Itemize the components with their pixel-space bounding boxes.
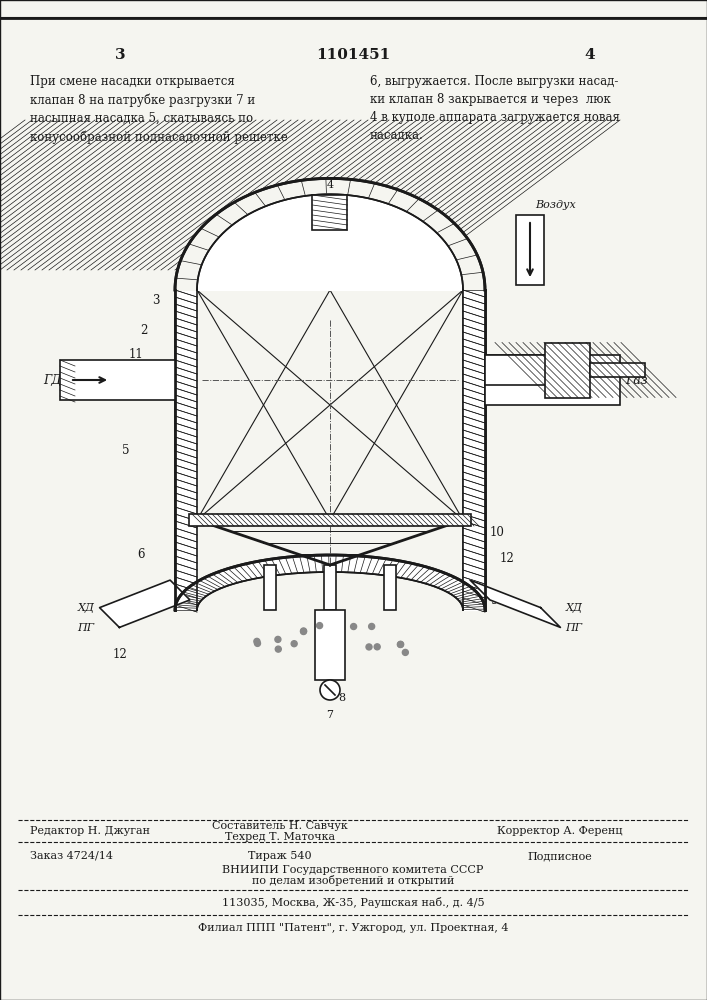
Bar (384, 565, 396, 610)
Text: 4: 4 (585, 48, 595, 62)
Text: Редактор Н. Джуган: Редактор Н. Джуган (30, 826, 150, 836)
Text: 5: 5 (122, 444, 130, 456)
Text: 3: 3 (153, 294, 160, 306)
Text: Корректор А. Ференц: Корректор А. Ференц (497, 826, 623, 836)
Text: 2: 2 (141, 324, 148, 336)
Circle shape (318, 646, 325, 652)
Text: Тираж 540: Тираж 540 (248, 851, 312, 861)
Bar (516, 215, 544, 285)
Text: ПГ: ПГ (77, 623, 95, 633)
Circle shape (375, 637, 381, 643)
Bar (189, 514, 471, 526)
Text: 3: 3 (115, 48, 125, 62)
Polygon shape (197, 194, 463, 290)
Polygon shape (470, 580, 561, 627)
Bar (264, 565, 276, 610)
Bar (590, 363, 645, 377)
Circle shape (384, 634, 390, 640)
Circle shape (286, 641, 292, 647)
Circle shape (284, 651, 290, 657)
Bar (545, 342, 590, 397)
Text: 12: 12 (500, 552, 515, 564)
Text: 1101451: 1101451 (316, 48, 390, 62)
Bar (485, 355, 620, 405)
Polygon shape (463, 290, 485, 610)
Circle shape (289, 644, 295, 650)
Text: 4: 4 (327, 180, 334, 190)
Text: ГД: ГД (44, 373, 62, 386)
Text: 9: 9 (490, 593, 498, 606)
Text: ХД: ХД (566, 603, 583, 613)
Circle shape (391, 624, 397, 630)
Text: Составитель Н. Савчук: Составитель Н. Савчук (212, 821, 348, 831)
Text: ПГ: ПГ (566, 623, 583, 633)
Text: 1: 1 (133, 363, 140, 376)
Circle shape (300, 629, 306, 635)
Text: 12: 12 (112, 648, 127, 662)
Text: При смене насадки открывается
клапан 8 на патрубке разгрузки 7 и
насыпная насадк: При смене насадки открывается клапан 8 н… (30, 75, 288, 143)
Polygon shape (175, 178, 485, 290)
Bar (312, 195, 348, 230)
Bar (60, 360, 175, 400)
Polygon shape (100, 580, 190, 627)
Text: Подписное: Подписное (527, 851, 592, 861)
Text: Газ: Газ (625, 373, 648, 386)
Text: 8: 8 (338, 693, 345, 703)
Circle shape (348, 650, 354, 656)
Text: ВНИИПИ Государственного комитета СССР: ВНИИПИ Государственного комитета СССР (222, 865, 484, 875)
Circle shape (319, 650, 325, 656)
Bar (324, 565, 336, 610)
Text: 6, выгружается. После выгрузки насад-
ки клапан 8 закрывается и через  люк
4 в к: 6, выгружается. После выгрузки насад- ки… (370, 75, 620, 142)
Text: Техред Т. Маточка: Техред Т. Маточка (225, 832, 335, 842)
Polygon shape (175, 290, 197, 610)
Circle shape (361, 645, 366, 651)
Circle shape (308, 625, 314, 631)
Bar (315, 610, 345, 680)
Circle shape (356, 633, 362, 639)
Text: 11: 11 (128, 349, 143, 361)
Text: по делам изобретений и открытий: по делам изобретений и открытий (252, 876, 454, 886)
Text: Воздух: Воздух (535, 200, 575, 210)
Circle shape (249, 625, 255, 631)
Text: 113035, Москва, Ж-35, Раушская наб., д. 4/5: 113035, Москва, Ж-35, Раушская наб., д. … (222, 896, 484, 908)
Circle shape (320, 680, 340, 700)
Text: 13: 13 (550, 378, 565, 391)
Text: Филиал ППП "Патент", г. Ужгород, ул. Проектная, 4: Филиал ППП "Патент", г. Ужгород, ул. Про… (198, 923, 508, 933)
Text: 6: 6 (137, 548, 145, 562)
Polygon shape (175, 555, 485, 610)
Text: Заказ 4724/14: Заказ 4724/14 (30, 851, 113, 861)
Text: 10: 10 (490, 526, 505, 540)
Circle shape (370, 650, 376, 656)
Text: 7: 7 (327, 710, 334, 720)
Text: ХД: ХД (78, 603, 95, 613)
Bar (485, 355, 560, 385)
